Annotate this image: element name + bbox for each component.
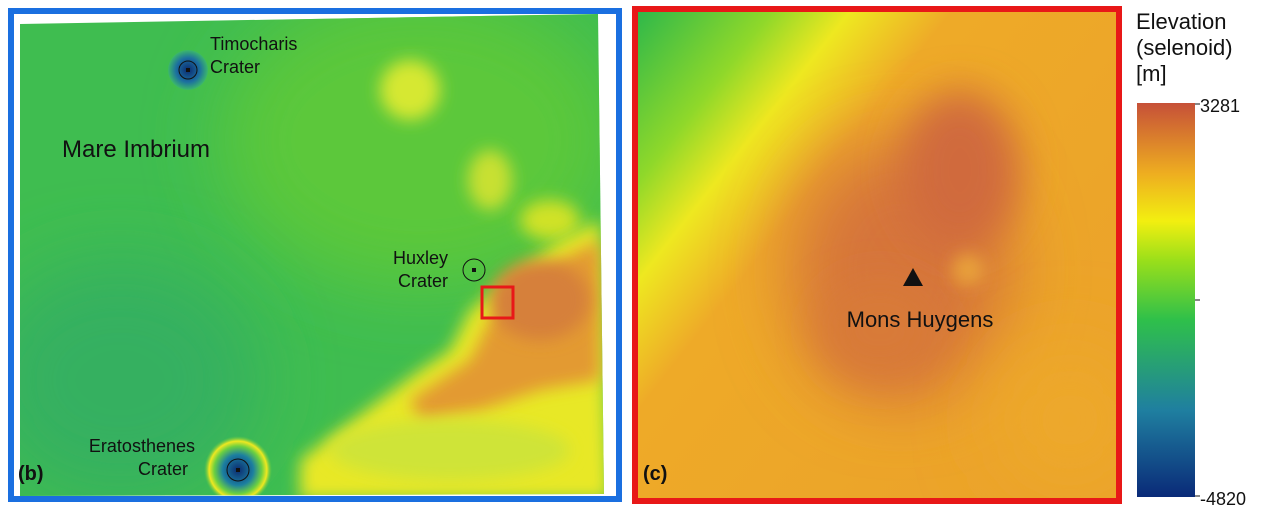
feature-label: Crater (138, 459, 188, 479)
panel-label: (b) (18, 463, 44, 485)
feature-label: Mare Imbrium (62, 136, 210, 163)
colorbar-title: [m] (1136, 61, 1167, 86)
panel-label: (c) (643, 463, 667, 485)
feature-label: Crater (210, 57, 260, 77)
crater-center (472, 268, 476, 272)
feature-label: Crater (398, 271, 448, 291)
crater-center (186, 68, 190, 72)
feature-label: Timocharis (210, 34, 297, 54)
colorbar-title: (selenoid) (1136, 35, 1233, 60)
colorbar-max: 3281 (1200, 96, 1240, 116)
figure: (b) Timocharis Crater Mare Imbrium Huxley Cr… (0, 0, 1269, 507)
feature-label: Mons Huygens (847, 307, 994, 332)
colorbar-title: Elevation (1136, 9, 1227, 34)
colorbar-min: -4820 (1200, 489, 1246, 507)
crater-center (236, 468, 240, 472)
map-c (638, 12, 1150, 500)
colorbar (1137, 103, 1195, 497)
feature-label: Huxley (393, 248, 448, 268)
feature-label: Eratosthenes (89, 436, 195, 456)
map-b (0, 0, 620, 507)
